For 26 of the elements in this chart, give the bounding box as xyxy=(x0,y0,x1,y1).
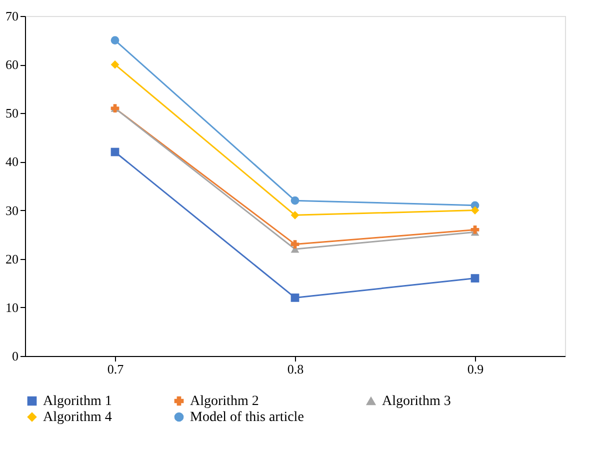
point xyxy=(290,196,300,205)
legend-label: Model of this article xyxy=(190,410,304,425)
legend-label: Algorithm 4 xyxy=(43,410,112,425)
x-tick-label: 0.9 xyxy=(467,362,484,376)
point xyxy=(290,294,300,302)
y-tick-label: 70 xyxy=(6,8,18,24)
y-tick-label: 10 xyxy=(6,300,18,315)
y-tick-label: 20 xyxy=(6,251,18,266)
y-tick-label: 0 xyxy=(12,348,18,364)
x-tick-label: 0.8 xyxy=(287,362,304,376)
y-tick-label: 50 xyxy=(6,106,18,121)
x-tick-label: 0.7 xyxy=(107,362,124,376)
y-tick-label: 30 xyxy=(6,202,18,218)
legend-label: Algorithm 1 xyxy=(43,394,112,409)
point xyxy=(290,210,300,220)
legend-label: Algorithm 3 xyxy=(382,394,451,409)
point xyxy=(110,36,120,44)
point xyxy=(290,240,300,248)
point xyxy=(470,206,480,214)
point xyxy=(110,148,120,156)
point xyxy=(110,60,120,69)
legend-label: Algorithm 2 xyxy=(190,394,259,409)
point xyxy=(470,274,480,282)
y-tick-label: 40 xyxy=(6,154,18,170)
point xyxy=(470,226,480,234)
y-tick-label: 60 xyxy=(6,57,18,72)
